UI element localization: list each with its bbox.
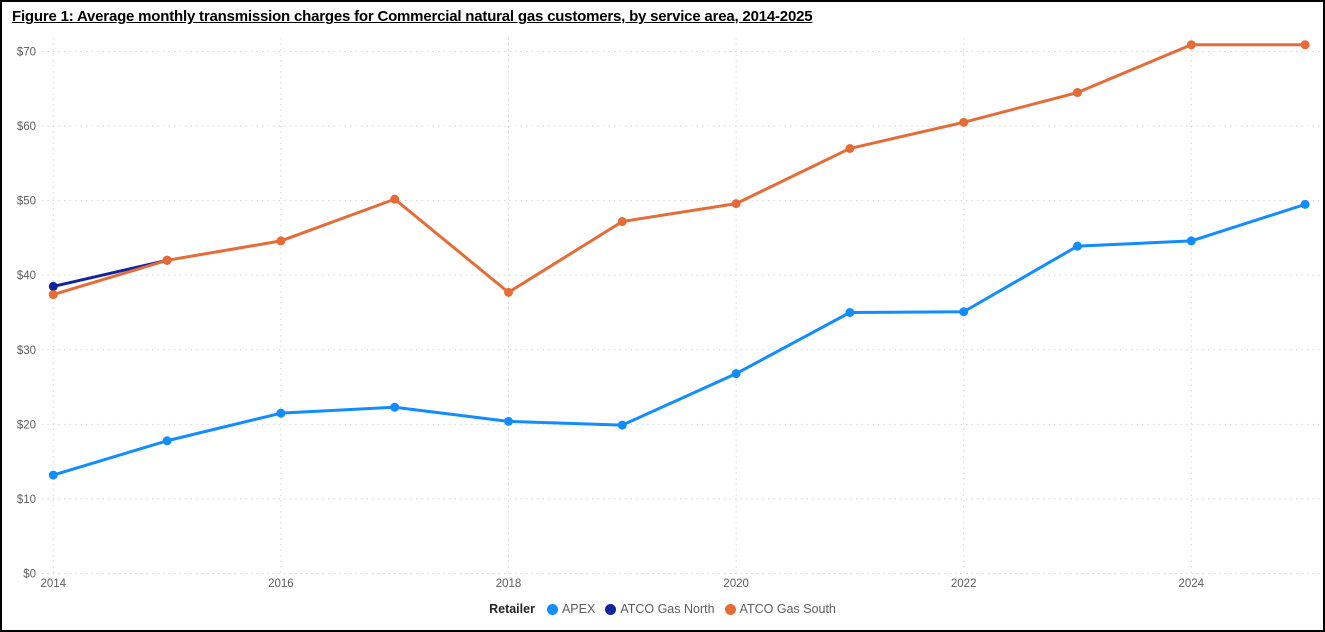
y-axis-tick-label: $0 [23, 569, 36, 581]
legend-dot-atco-gas-north [605, 603, 617, 615]
legend-item-label: APEX [561, 602, 596, 616]
y-axis-tick-label: $50 [17, 196, 36, 208]
data-point-apex[interactable] [1186, 236, 1196, 246]
data-point-atco-gas-south[interactable] [617, 217, 627, 227]
x-axis-tick-label: 2014 [41, 578, 67, 590]
data-point-atco-gas-south[interactable] [1300, 40, 1310, 50]
y-axis-tick-label: $10 [17, 494, 36, 506]
y-axis-tick-label: $60 [17, 121, 36, 133]
data-point-apex[interactable] [162, 436, 172, 446]
data-point-atco-gas-south[interactable] [390, 194, 400, 204]
data-point-apex[interactable] [731, 369, 741, 379]
data-point-atco-gas-south[interactable] [845, 143, 855, 153]
legend: Retailer APEX ATCO Gas North ATCO Gas Sout… [2, 602, 1323, 616]
data-point-apex[interactable] [48, 470, 58, 480]
data-point-atco-gas-south[interactable] [162, 255, 172, 265]
data-point-apex[interactable] [390, 402, 400, 412]
x-axis-tick-label: 2022 [951, 578, 977, 590]
y-axis-tick-label: $40 [17, 270, 36, 282]
x-axis-tick-label: 2020 [723, 578, 749, 590]
data-point-atco-gas-south[interactable] [1186, 40, 1196, 50]
data-point-apex[interactable] [504, 416, 513, 426]
data-point-apex[interactable] [845, 308, 855, 317]
y-axis-tick-label: $20 [17, 419, 36, 431]
legend-dot-atco-gas-south [724, 603, 736, 615]
legend-dot-apex [546, 603, 558, 615]
y-axis-tick-label: $70 [17, 47, 36, 59]
x-axis-tick-label: 2024 [1179, 578, 1205, 590]
legend-item-atco-gas-south[interactable]: ATCO Gas South [724, 602, 836, 616]
series-line-apex [51, 202, 1307, 477]
data-point-atco-gas-south[interactable] [731, 199, 741, 209]
data-point-atco-gas-south[interactable] [504, 287, 513, 297]
legend-item-apex[interactable]: APEX [546, 602, 596, 616]
data-point-atco-gas-south[interactable] [1073, 88, 1082, 98]
data-point-apex[interactable] [1073, 241, 1082, 251]
data-point-apex[interactable] [959, 307, 969, 317]
data-point-apex[interactable] [1300, 199, 1310, 209]
data-point-atco-gas-south[interactable] [48, 290, 58, 300]
y-axis-tick-label: $30 [17, 345, 36, 357]
data-point-atco-gas-south[interactable] [959, 117, 969, 127]
legend-item-atco-gas-north[interactable]: ATCO Gas North [605, 602, 715, 616]
data-point-apex[interactable] [617, 420, 627, 430]
data-point-atco-gas-north[interactable] [48, 281, 58, 291]
legend-title: Retailer [489, 602, 535, 616]
x-axis-tick-label: 2016 [268, 578, 294, 590]
legend-item-label: ATCO Gas North [620, 602, 715, 616]
data-point-apex[interactable] [276, 408, 286, 418]
data-point-atco-gas-south[interactable] [276, 236, 286, 246]
x-axis-tick-label: 2018 [496, 578, 522, 590]
figure-title: Figure 1: Average monthly transmission c… [12, 8, 813, 25]
legend-item-label: ATCO Gas South [739, 602, 836, 616]
series-line-atco-gas-south [51, 43, 1307, 297]
